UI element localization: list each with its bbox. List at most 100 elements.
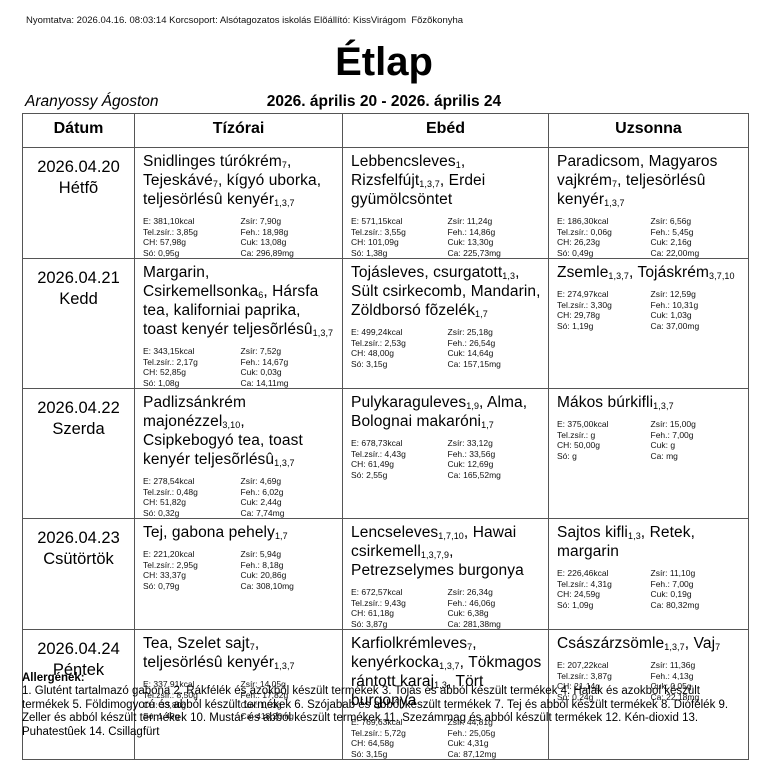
nutrition-col-right: Zsír: 7,90g Feh.: 18,98g Cuk: 13,08g Ca: 29… xyxy=(241,216,339,258)
nutrition-line: Só: 3,15g xyxy=(351,748,388,759)
allergens-footer: Allergének: 1. Glutént tartalmazó gabona… xyxy=(22,672,746,739)
date-value: 2026.04.21 xyxy=(37,269,120,287)
meal-cell-tizorai: Tej, gabona pehely1,7 E: 221,20kcal Tel.zs… xyxy=(134,518,343,630)
nutrition-line: Ca: 157,15mg xyxy=(447,358,501,369)
nutrition-line: Cuk: 12,69g xyxy=(447,459,494,469)
nutrition-line: Cuk: 6,38g xyxy=(447,608,489,618)
nutrition-line: E: 769,63kcal xyxy=(351,717,403,727)
column-header-uzsonna: Uzsonna xyxy=(548,113,749,148)
date-cell: 2026.04.23 Csütörtök xyxy=(22,518,135,630)
nutrition-line: Zsír: 11,36g xyxy=(650,660,696,670)
meal-name: Tej, gabona pehely1,7 xyxy=(143,524,288,541)
allergen-subscript: 1,3,7 xyxy=(653,401,674,411)
nutrition-block: E: 499,24kcal Tel.zsír.: 2,53g CH: 48,00g S… xyxy=(351,327,544,369)
nutrition-line: Ca: 296,89mg xyxy=(240,247,294,258)
allergen-subscript: 1,3,7 xyxy=(419,179,440,189)
nutrition-col-left: E: 186,30kcal Tel.zsír.: 0,06g CH: 26,23g S… xyxy=(557,216,651,258)
nutrition-line: E: 678,73kcal xyxy=(351,438,403,448)
nutrition-line: CH: 51,82g xyxy=(143,497,186,507)
meal-name: Pulykaraguleves1,9, Alma, Bolognai makar… xyxy=(351,394,528,430)
nutrition-block: E: 274,97kcal Tel.zsír.: 3,30g CH: 29,78g S… xyxy=(557,289,744,331)
nutrition-line: Ca: 22,18mg xyxy=(650,691,700,702)
nutrition-line: E: 571,15kcal xyxy=(351,216,403,226)
nutrition-col-right: Zsír: 6,56g Feh.: 5,45g Cuk: 2,16g Ca: 22,0… xyxy=(651,216,745,258)
nutrition-line: Só: 1,09g xyxy=(557,599,594,610)
nutrition-line: Cuk: 20,86g xyxy=(240,570,287,580)
allergen-subscript: 6 xyxy=(258,290,264,300)
allergen-subscript: 1,3 xyxy=(627,531,641,541)
table-row: 2026.04.23 Csütörtök Tej, gabona pehely1,7… xyxy=(22,518,749,630)
meal-cell-tizorai: Snidlinges túrókrém7, Tejeskávé7, kígyó … xyxy=(134,147,343,259)
nutrition-line: CH: 24,59g xyxy=(557,589,600,599)
meal-cell-ebed: Pulykaraguleves1,9, Alma, Bolognai makar… xyxy=(342,388,549,519)
nutrition-col-left: E: 571,15kcal Tel.zsír.: 3,55g CH: 101,09g… xyxy=(351,216,448,258)
date-cell: 2026.04.21 Kedd xyxy=(22,258,135,389)
meal-cell-ebed: Tojásleves, csurgatott1,3, Sült csirkeco… xyxy=(342,258,549,389)
nutrition-line: Zsír: 6,56g xyxy=(650,216,692,226)
allergen-subscript: 7 xyxy=(611,179,618,189)
allergen-subscript: 1 xyxy=(455,160,461,170)
nutrition-line: Feh.: 18,98g xyxy=(240,226,289,237)
day-name: Csütörtök xyxy=(43,550,114,568)
day-name: Kedd xyxy=(59,290,98,308)
allergen-subscript: 1,3,7 xyxy=(604,198,625,208)
allergens-list: 1. Glutént tartalmazó gabona 2. Rákfélék… xyxy=(22,685,729,738)
nutrition-line: Ca: 14,11mg xyxy=(240,377,289,388)
meal-name: Karfiolkrémleves7, kenyérkocka1,3,7, Tök… xyxy=(351,635,542,709)
nutrition-line: Cuk: 1,53g xyxy=(240,700,282,710)
nutrition-line: Zsír: 11,10g xyxy=(650,568,696,578)
nutrition-line: Feh.: 17,82g xyxy=(240,689,289,700)
nutrition-col-left: E: 226,46kcal Tel.zsír.: 4,31g CH: 24,59g S… xyxy=(557,568,651,610)
meal-cell-ebed: Lencseleves1,7,10, Hawai csirkemell1,3,7… xyxy=(342,518,549,630)
nutrition-line: Tel.zsír.: 3,87g xyxy=(557,670,612,681)
nutrition-line: Ca: 418,20mg xyxy=(240,710,294,721)
nutrition-line: Só: 0,79g xyxy=(143,580,180,591)
date-value: 2026.04.23 xyxy=(37,529,120,547)
nutrition-line: Tel.zsír.: 2,53g xyxy=(351,337,406,348)
meal-cell-uzsonna: Paradicsom, Magyaros vajkrém7, teljesörl… xyxy=(548,147,749,259)
nutrition-col-left: E: 337,91kcal Tel.zsír.: 8,50g CH: 33,80g S… xyxy=(143,679,241,721)
nutrition-line: Feh.: 14,67g xyxy=(240,356,289,367)
nutrition-line: E: 274,97kcal xyxy=(557,289,609,299)
nutrition-col-left: E: 499,24kcal Tel.zsír.: 2,53g CH: 48,00g S… xyxy=(351,327,448,369)
nutrition-line: Feh.: 8,18g xyxy=(240,559,284,570)
nutrition-line: Feh.: 14,86g xyxy=(447,226,496,237)
date-value: 2026.04.24 xyxy=(37,640,120,658)
nutrition-line: Só: g xyxy=(557,450,577,461)
nutrition-col-left: E: 381,10kcal Tel.zsír.: 3,85g CH: 57,98g S… xyxy=(143,216,241,258)
nutrition-col-right: Zsír: 11,36g Feh.: 4,13g Cuk: 0,05g Ca: 22,… xyxy=(651,660,745,702)
allergen-subscript: 3,10 xyxy=(222,420,241,430)
allergen-subscript: 1,7,10 xyxy=(438,531,464,541)
allergen-subscript: 1,7 xyxy=(475,309,488,319)
nutrition-line: Zsír: 26,34g xyxy=(447,587,493,597)
nutrition-line: Feh.: 10,31g xyxy=(650,299,699,310)
nutrition-col-left: E: 221,20kcal Tel.zsír.: 2,95g CH: 33,37g S… xyxy=(143,549,241,591)
day-name: Hétfõ xyxy=(58,179,99,197)
nutrition-line: Tel.zsír.: 4,31g xyxy=(557,578,612,589)
meal-name: Margarin, Csirkemellsonka6, Hársfa tea, … xyxy=(143,264,334,338)
nutrition-line: Zsír: 15,00g xyxy=(650,419,696,429)
nutrition-col-right: Zsír: 14,05g Feh.: 17,82g Cuk: 1,53g Ca: 41… xyxy=(241,679,339,721)
nutrition-line: Feh.: 7,00g xyxy=(650,578,694,589)
print-info: Nyomtatva: 2026.04.16. 08:03:14 Korcsopo… xyxy=(26,15,464,26)
allergen-subscript: 1,3,7,9 xyxy=(420,550,450,560)
nutrition-line: CH: 33,37g xyxy=(143,570,186,580)
nutrition-line: CH: 57,98g xyxy=(143,237,186,247)
nutrition-line: Tel.zsír.: 0,48g xyxy=(143,486,198,497)
nutrition-line: CH: 33,80g xyxy=(143,700,186,710)
nutrition-line: E: 207,22kcal xyxy=(557,660,609,670)
date-cell: 2026.04.20 Hétfõ xyxy=(22,147,135,259)
nutrition-line: Cuk: 0,03g xyxy=(240,367,282,377)
nutrition-line: Só: 3,87g xyxy=(351,618,388,629)
table-row: 2026.04.21 Kedd Margarin, Csirkemellsonka6… xyxy=(22,258,749,389)
meal-name: Tojásleves, csurgatott1,3, Sült csirkeco… xyxy=(351,264,541,319)
nutrition-line: CH: 101,09g xyxy=(351,237,399,247)
nutrition-line: Só: 0,32g xyxy=(143,507,180,518)
menu-document-page: { "page": { "print_info": "Nyomtatva: 20… xyxy=(22,15,749,760)
nutrition-line: Tel.zsír.: 5,72g xyxy=(351,727,406,738)
menu-table: Dátum Tízórai Ebéd Uzsonna 2026.04.20 Hét… xyxy=(22,113,749,760)
nutrition-line: Só: 0,49g xyxy=(557,247,594,258)
nutrition-block: E: 207,22kcal Tel.zsír.: 3,87g CH: 21,14g S… xyxy=(557,660,744,702)
nutrition-line: Tel.zsír.: 3,30g xyxy=(557,299,612,310)
nutrition-line: Cuk: 13,08g xyxy=(240,237,287,247)
